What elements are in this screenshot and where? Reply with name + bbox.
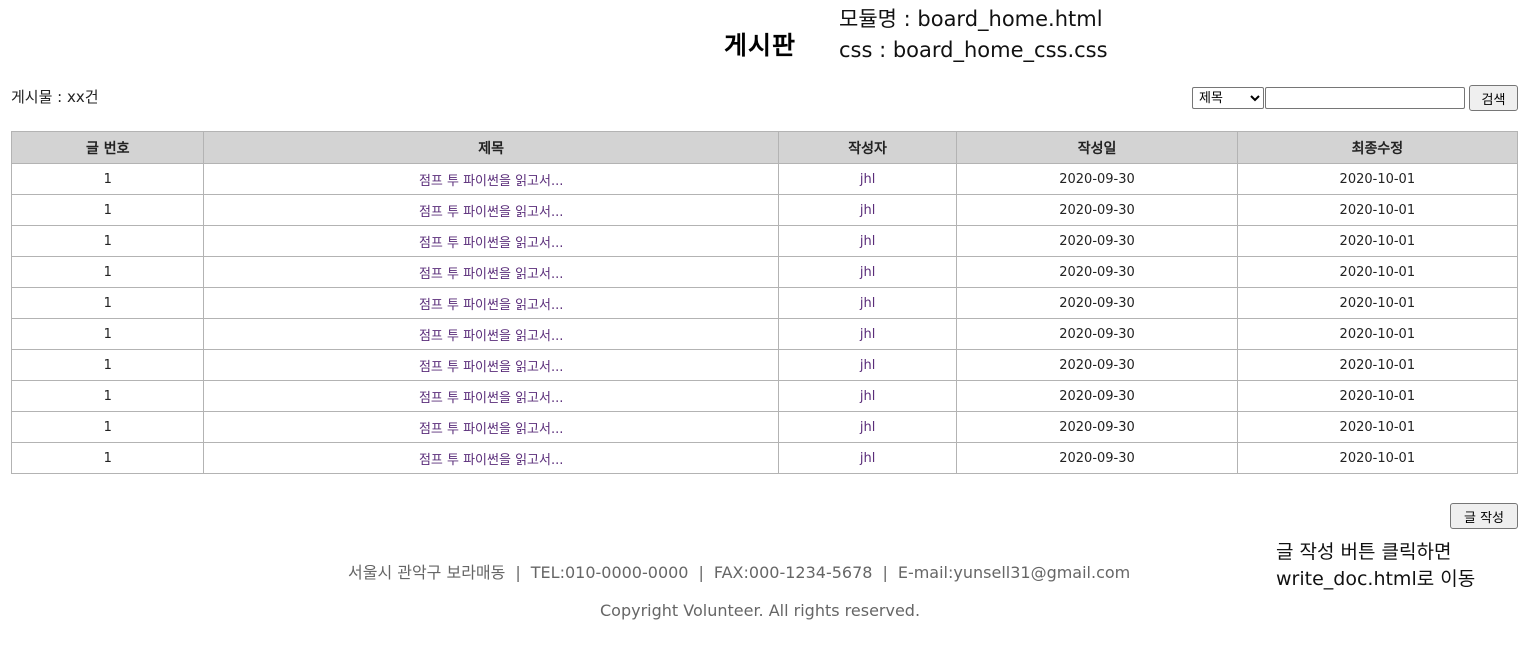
- post-modified-date: 2020-10-01: [1236, 194, 1519, 226]
- post-modified-date: 2020-10-01: [1236, 349, 1519, 381]
- table-row[interactable]: 1 점프 투 파이썬을 읽고서... jhl 2020-09-30 2020-1…: [10, 349, 1519, 381]
- css-name-note: css : board_home_css.css: [839, 38, 1108, 62]
- footer-tel: TEL:010-0000-0000: [530, 563, 689, 582]
- post-number: 1: [10, 442, 205, 474]
- post-modified-date: 2020-10-01: [1236, 287, 1519, 319]
- post-title-link[interactable]: 점프 투 파이썬을 읽고서...: [203, 349, 779, 381]
- post-author: jhl: [777, 318, 958, 350]
- post-modified-date: 2020-10-01: [1236, 163, 1519, 195]
- footer-contact: 서울시 관악구 보라매동 | TEL:010-0000-0000 | FAX:000-1…: [348, 559, 1130, 583]
- post-number: 1: [10, 411, 205, 443]
- post-number: 1: [10, 225, 205, 257]
- post-author: jhl: [777, 411, 958, 443]
- post-title-link[interactable]: 점프 투 파이썬을 읽고서...: [203, 442, 779, 474]
- post-author: jhl: [777, 442, 958, 474]
- post-modified-date: 2020-10-01: [1236, 225, 1519, 257]
- table-row[interactable]: 1 점프 투 파이썬을 읽고서... jhl 2020-09-30 2020-1…: [10, 194, 1519, 226]
- post-author: jhl: [777, 163, 958, 195]
- search-field-select[interactable]: 제목: [1192, 87, 1264, 109]
- post-modified-date: 2020-10-01: [1236, 442, 1519, 474]
- table-row[interactable]: 1 점프 투 파이썬을 읽고서... jhl 2020-09-30 2020-1…: [10, 318, 1519, 350]
- module-notes: 모듈명 : board_home.html css : board_home_c…: [839, 4, 1108, 66]
- table-row[interactable]: 1 점프 투 파이썬을 읽고서... jhl 2020-09-30 2020-1…: [10, 287, 1519, 319]
- write-note: 글 작성 버튼 클릭하면 write_doc.html로 이동: [1276, 539, 1475, 593]
- post-modified-date: 2020-10-01: [1236, 380, 1519, 412]
- post-title-link[interactable]: 점프 투 파이썬을 읽고서...: [203, 194, 779, 226]
- post-title-link[interactable]: 점프 투 파이썬을 읽고서...: [203, 225, 779, 257]
- post-modified-date: 2020-10-01: [1236, 411, 1519, 443]
- header-title: 제목: [203, 131, 779, 164]
- post-created-date: 2020-09-30: [956, 442, 1238, 474]
- footer-fax: FAX:000-1234-5678: [713, 563, 873, 582]
- post-title-link[interactable]: 점프 투 파이썬을 읽고서...: [203, 256, 779, 288]
- footer-separator: |: [882, 563, 888, 582]
- board-table: 글 번호 제목 작성자 작성일 최종수정 1 점프 투 파이썬을 읽고서... …: [10, 131, 1519, 474]
- write-post-button[interactable]: 글 작성: [1450, 503, 1518, 529]
- post-created-date: 2020-09-30: [956, 225, 1238, 257]
- footer-email: E-mail:yunsell31@gmail.com: [897, 563, 1131, 582]
- write-note-line1: 글 작성 버튼 클릭하면: [1276, 541, 1452, 563]
- post-number: 1: [10, 163, 205, 195]
- post-modified-date: 2020-10-01: [1236, 318, 1519, 350]
- table-row[interactable]: 1 점프 투 파이썬을 읽고서... jhl 2020-09-30 2020-1…: [10, 256, 1519, 288]
- post-title-link[interactable]: 점프 투 파이썬을 읽고서...: [203, 380, 779, 412]
- write-note-line2: write_doc.html로 이동: [1276, 568, 1476, 590]
- page-title: 게시판: [724, 31, 797, 60]
- post-title-link[interactable]: 점프 투 파이썬을 읽고서...: [203, 163, 779, 195]
- post-author: jhl: [777, 194, 958, 226]
- post-created-date: 2020-09-30: [956, 318, 1238, 350]
- table-row[interactable]: 1 점프 투 파이썬을 읽고서... jhl 2020-09-30 2020-1…: [10, 163, 1519, 195]
- post-number: 1: [10, 318, 205, 350]
- footer-address: 서울시 관악구 보라매동: [348, 563, 506, 582]
- post-title-link[interactable]: 점프 투 파이썬을 읽고서...: [203, 287, 779, 319]
- post-author: jhl: [777, 380, 958, 412]
- module-name-note: 모듈명 : board_home.html: [839, 7, 1103, 31]
- post-created-date: 2020-09-30: [956, 349, 1238, 381]
- search-input[interactable]: [1265, 87, 1465, 109]
- header-no: 글 번호: [10, 131, 205, 164]
- post-author: jhl: [777, 349, 958, 381]
- post-author: jhl: [777, 287, 958, 319]
- table-row[interactable]: 1 점프 투 파이썬을 읽고서... jhl 2020-09-30 2020-1…: [10, 380, 1519, 412]
- post-title-link[interactable]: 점프 투 파이썬을 읽고서...: [203, 318, 779, 350]
- footer-separator: |: [515, 563, 521, 582]
- post-number: 1: [10, 380, 205, 412]
- search-bar: 제목 검색: [1192, 85, 1518, 111]
- post-created-date: 2020-09-30: [956, 194, 1238, 226]
- post-created-date: 2020-09-30: [956, 163, 1238, 195]
- post-author: jhl: [777, 256, 958, 288]
- post-count: 게시물 : xx건: [11, 88, 99, 106]
- table-header-row: 글 번호 제목 작성자 작성일 최종수정: [10, 131, 1519, 164]
- table-row[interactable]: 1 점프 투 파이썬을 읽고서... jhl 2020-09-30 2020-1…: [10, 411, 1519, 443]
- post-number: 1: [10, 349, 205, 381]
- footer-separator: |: [698, 563, 704, 582]
- header-modified: 최종수정: [1236, 131, 1519, 164]
- post-created-date: 2020-09-30: [956, 380, 1238, 412]
- post-title-link[interactable]: 점프 투 파이썬을 읽고서...: [203, 411, 779, 443]
- post-number: 1: [10, 287, 205, 319]
- post-number: 1: [10, 194, 205, 226]
- header-author: 작성자: [777, 131, 958, 164]
- post-created-date: 2020-09-30: [956, 411, 1238, 443]
- post-modified-date: 2020-10-01: [1236, 256, 1519, 288]
- post-created-date: 2020-09-30: [956, 256, 1238, 288]
- table-row[interactable]: 1 점프 투 파이썬을 읽고서... jhl 2020-09-30 2020-1…: [10, 442, 1519, 474]
- footer-copyright: Copyright Volunteer. All rights reserved…: [600, 601, 921, 620]
- header-created: 작성일: [956, 131, 1238, 164]
- search-button[interactable]: 검색: [1469, 85, 1518, 111]
- post-created-date: 2020-09-30: [956, 287, 1238, 319]
- table-row[interactable]: 1 점프 투 파이썬을 읽고서... jhl 2020-09-30 2020-1…: [10, 225, 1519, 257]
- post-number: 1: [10, 256, 205, 288]
- post-author: jhl: [777, 225, 958, 257]
